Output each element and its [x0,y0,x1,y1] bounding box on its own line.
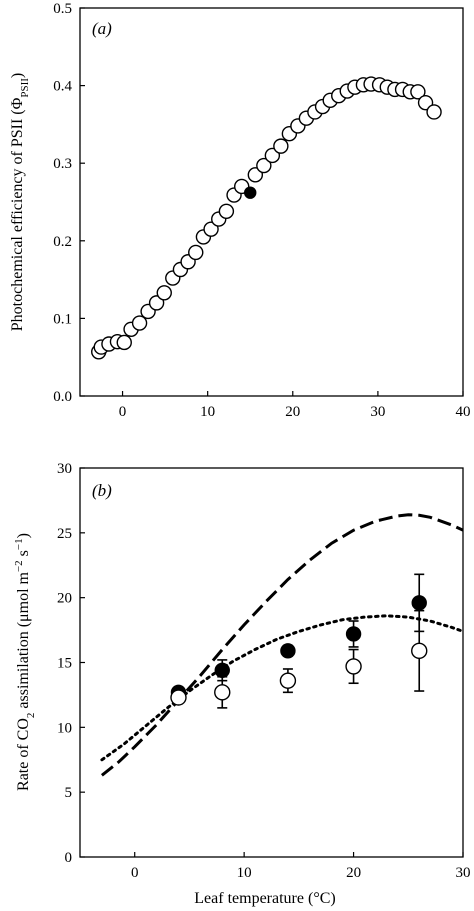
y-tick-label: 15 [57,656,72,672]
panel-a-label: (a) [92,19,112,38]
x-tick-label: 0 [131,865,139,881]
panel-a-marks [91,76,442,360]
y-tick-label: 0.5 [53,1,72,17]
y-tick-label: 0 [65,850,73,866]
filled-data-point [280,643,296,659]
panel-b-y-ticks: 0 5 10 15 20 25 30 [57,461,85,866]
open-data-point [116,334,132,351]
panel-a-y-ticks: 0.0 0.1 0.2 0.3 0.4 0.5 [53,1,85,405]
x-tick-label: 20 [285,404,300,420]
y-tick-label: 0.0 [53,389,72,405]
y-tick-label: 25 [57,526,72,542]
x-tick-label: 20 [346,865,361,881]
y-tick-label: 0.4 [53,79,72,95]
dotted-line-series [100,614,465,762]
x-tick-label: 0 [119,404,127,420]
open-data-point [188,244,204,261]
open-data-point [426,104,442,120]
y-tick-label: 0.3 [53,156,72,172]
x-tick-label: 10 [237,865,252,881]
open-data-point [148,295,165,311]
open-data-point [345,658,362,675]
open-data-point [203,221,219,237]
panel-b-marks [100,513,465,777]
panel-b-label: (b) [92,481,112,500]
open-data-point [411,642,428,660]
panel-a-axes-frame [79,7,464,397]
panel-a-y-axis-label: Photochemical efficiency of PSII (ΦPSII) [9,73,31,331]
open-data-point [218,203,235,220]
open-data-point [410,84,426,100]
y-tick-label: 10 [57,720,72,736]
open-data-point [131,315,148,331]
panel-a: 0 10 20 30 40 0.0 0.1 0.2 0.3 0.4 0.5 (a) Photoch… [9,1,471,420]
open-data-point [214,684,231,701]
panel-b-x-ticks: 0 10 20 30 [131,852,471,881]
panel-b: 0 10 20 30 0 5 10 15 20 25 30 (b) Rate of CO2 ass… [13,461,471,907]
y-tick-label: 30 [57,461,72,477]
open-data-point [273,138,289,154]
filled-data-point [244,186,257,199]
filled-data-point [345,626,362,642]
open-data-point [279,672,297,689]
panel-b-axes-frame [79,467,464,858]
panel-b-x-axis-label: Leaf temperature (°C) [194,890,335,907]
panel-b-y-axis-label: Rate of CO2 assimilation (μmol m−2 s−1) [13,533,37,791]
open-data-point [170,689,187,706]
open-data-point [156,285,172,301]
x-tick-label: 10 [200,404,215,420]
filled-data-point [411,595,427,611]
y-tick-label: 20 [57,591,72,607]
dashed-line-series [100,513,464,777]
y-tick-label: 0.2 [53,234,72,250]
y-tick-label: 0.1 [53,311,72,327]
filled-data-point [214,662,230,678]
y-tick-label: 5 [65,785,73,801]
open-data-point [256,157,272,174]
x-tick-label: 30 [456,865,471,881]
x-tick-label: 30 [370,404,385,420]
panel-a-x-ticks: 0 10 20 30 40 [119,391,471,420]
x-tick-label: 40 [456,404,471,420]
